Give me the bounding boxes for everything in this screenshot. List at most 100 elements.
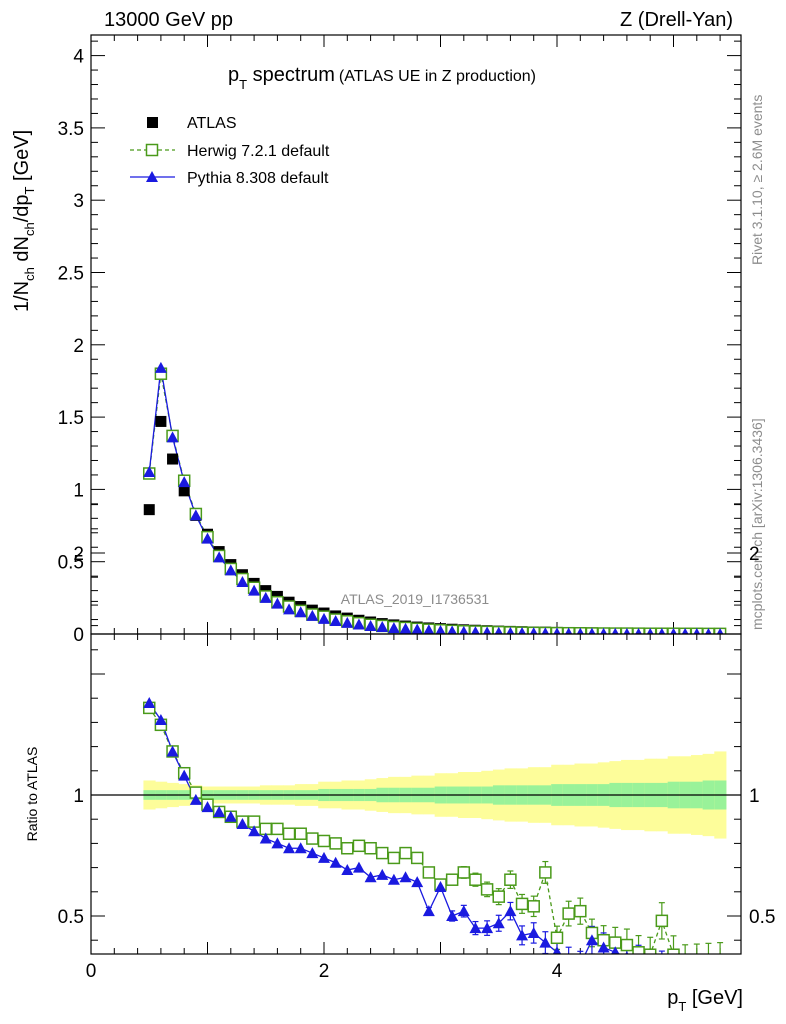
pythia-ratio-point: [283, 842, 296, 854]
herwig-ratio-point: [271, 822, 284, 836]
pythia-point: [529, 627, 538, 634]
pythia-ratio-point: [143, 697, 156, 709]
herwig-ratio-point: [527, 900, 540, 913]
herwig-ratio-point: [445, 873, 459, 886]
pythia-point: [576, 627, 584, 634]
herwig-ratio-point: [399, 846, 412, 860]
pythia-ratio-point: [527, 926, 540, 938]
herwig-ratio-point: [480, 883, 494, 896]
herwig-ratio-point: [352, 839, 366, 853]
herwig-ratio-point: [655, 914, 669, 928]
herwig-ratio-point: [492, 890, 505, 903]
herwig-ratio-point: [691, 959, 702, 970]
y-tick-label: 0: [73, 625, 84, 646]
pythia-ratio-point: [644, 961, 656, 972]
ratio-y-tick-label-right: 0.5: [749, 907, 775, 928]
bottom-tick-labels: 0 2 4 0.5 0.5 1 1 2 2: [58, 544, 776, 982]
pythia-ratio-point: [539, 936, 552, 948]
atlas-point: [178, 485, 190, 497]
herwig-ratio-point: [341, 841, 354, 855]
pythia-point: [623, 627, 631, 634]
pythia-point: [224, 564, 237, 576]
legend-herwig-label: Herwig 7.2.1 default: [187, 143, 330, 160]
pythia-ratio-point: [248, 825, 261, 837]
pythia-ratio-point: [457, 905, 470, 917]
pythia-ratio-point: [492, 917, 505, 929]
y-tick-label: 3.5: [58, 119, 84, 140]
pythia-point: [435, 624, 446, 634]
pythia-ratio-line: [148, 702, 622, 954]
herwig-ratio-point: [620, 938, 634, 952]
header-right: Z (Drell-Yan): [620, 9, 733, 31]
pythia-ratio-point: [691, 973, 703, 984]
pythia-point: [658, 627, 666, 634]
pythia-point: [716, 627, 724, 634]
pythia-point: [459, 625, 469, 634]
pythia-ratio-point: [679, 971, 691, 982]
pythia-ratio-point: [611, 946, 620, 954]
atlas-point: [143, 504, 155, 516]
pythia-ratio-point: [399, 871, 412, 883]
herwig-ratio-point: [376, 846, 389, 860]
herwig-ratio-point: [294, 827, 307, 840]
pythia-point: [423, 624, 435, 634]
legend-herwig-marker: [145, 143, 159, 157]
pythia-ratio-point: [271, 837, 284, 849]
pythia-point: [565, 627, 573, 634]
pythia-ratio-point: [625, 951, 629, 954]
herwig-ratio-point: [329, 837, 342, 850]
x-tick-label: 0: [86, 961, 97, 982]
pythia-point: [611, 627, 619, 634]
herwig-ratio-point: [680, 959, 691, 970]
title-subscript-t: T: [239, 77, 247, 92]
pythia-ratio-point: [259, 832, 272, 844]
mcplots-reference-text: mcplots.cern.ch [arXiv:1306.3436]: [749, 418, 765, 630]
pythia-point: [271, 597, 284, 609]
pythia-point: [259, 591, 272, 603]
x-tick-label: 4: [552, 961, 563, 982]
title-spectrum: spectrum: [247, 64, 335, 86]
herwig-ratio-point: [539, 866, 552, 879]
pythia-point: [471, 626, 480, 634]
pythia-ratio-point: [597, 941, 610, 953]
pythia-point: [306, 609, 319, 621]
legend-atlas-label: ATLAS: [187, 115, 237, 132]
pythia-ratio-point: [364, 871, 377, 883]
herwig-ratio-point: [364, 841, 377, 855]
herwig-ratio-point: [306, 832, 319, 845]
title-note: (ATLAS UE in Z production): [339, 68, 536, 85]
pythia-point: [518, 626, 526, 634]
pythia-point: [506, 626, 515, 634]
herwig-ratio-point: [387, 851, 401, 865]
pythia-point: [376, 621, 389, 633]
pythia-point: [283, 603, 296, 615]
herwig-ratio-line: [148, 707, 674, 954]
pythia-point: [143, 466, 156, 478]
pythia-point: [494, 626, 503, 634]
pythia-ratio-point: [329, 856, 342, 868]
herwig-ratio-point: [632, 946, 645, 954]
spectrum-panel: 0 0.5 1 1.5 2 2.5 3 3.5 4 pT spectrum (ATLAS UE i…: [11, 34, 742, 646]
y-tick-label: 4: [73, 47, 84, 68]
pythia-point: [482, 626, 492, 634]
pythia-point: [670, 627, 677, 634]
pythia-point: [166, 431, 179, 443]
y-tick-label: 0.5: [58, 553, 84, 574]
pythia-ratio-point: [434, 880, 447, 892]
pythia-point: [318, 612, 330, 624]
pythia-point: [189, 509, 202, 521]
pythia-ratio-point: [668, 968, 680, 979]
legend-pythia-marker: [146, 171, 158, 182]
pythia-point: [329, 614, 342, 626]
legend-pythia-label: Pythia 8.308 default: [187, 170, 329, 187]
pythia-point: [693, 627, 701, 634]
ratio-y-tick-label: 0.5: [58, 907, 84, 928]
pythia-point: [646, 627, 654, 634]
ratio-panel: 0 2 4 0.5 0.5 1 1 2 2 Ratio to ATLAS pT [GeV]: [24, 504, 776, 1014]
pythia-ratio-point: [422, 905, 435, 917]
herwig-ratio-point: [515, 897, 529, 911]
pythia-point: [387, 622, 400, 634]
pythia-point: [154, 361, 167, 373]
x-tick-label: 2: [319, 961, 330, 982]
